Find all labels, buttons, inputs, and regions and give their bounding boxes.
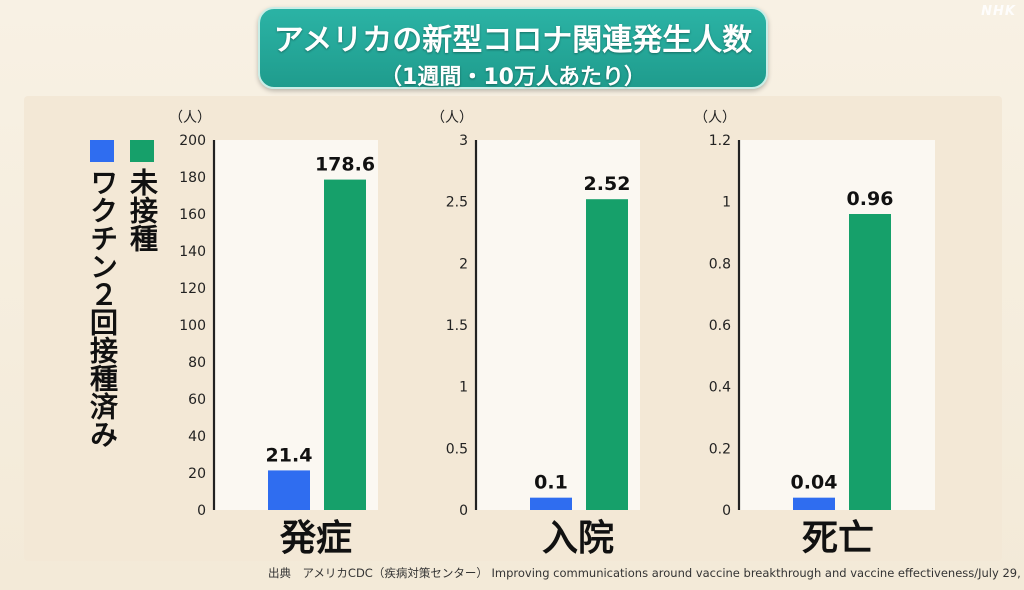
bar [530, 497, 572, 510]
category-title: 死亡 [802, 518, 874, 559]
plot-area [739, 140, 935, 510]
y-tick-label: 200 [179, 133, 206, 149]
category-title: 発症 [280, 518, 352, 559]
y-unit-label: （人） [169, 110, 211, 126]
bar [324, 179, 366, 510]
legend-swatch-vaccinated [90, 140, 114, 162]
y-tick-label: 0.6 [709, 318, 731, 334]
y-tick-label: 0.8 [709, 256, 731, 272]
data-label: 2.52 [584, 173, 631, 195]
legend-label-unvaccinated: 未接種 [126, 168, 159, 252]
category-title: 入院 [542, 518, 614, 559]
y-tick-label: 40 [188, 429, 206, 445]
broadcaster-logo: NHK [981, 4, 1016, 19]
data-label: 21.4 [266, 444, 313, 466]
y-tick-label: 60 [188, 392, 206, 408]
y-unit-label: （人） [431, 110, 473, 126]
bar [268, 470, 310, 510]
chart-title: アメリカの新型コロナ関連発生人数 [273, 23, 753, 58]
legend-label-vaccinated: ワクチン２回接種済み [86, 168, 119, 448]
title-banner: アメリカの新型コロナ関連発生人数 （1週間・10万人あたり） [258, 7, 768, 90]
y-tick-label: 1 [459, 380, 468, 396]
y-tick-label: 0.5 [446, 441, 468, 457]
y-tick-label: 1 [722, 195, 731, 211]
y-unit-label: （人） [694, 110, 736, 126]
data-label: 0.04 [791, 472, 838, 494]
y-tick-label: 2 [459, 256, 468, 272]
data-label: 0.1 [534, 472, 568, 494]
y-tick-label: 0 [722, 503, 731, 519]
y-tick-label: 1.2 [709, 133, 731, 149]
legend-swatch-unvaccinated [130, 140, 154, 162]
bar [793, 497, 835, 510]
y-tick-label: 2.5 [446, 195, 468, 211]
y-tick-label: 0 [459, 503, 468, 519]
y-tick-label: 0 [197, 503, 206, 519]
y-tick-label: 20 [188, 466, 206, 482]
data-label: 178.6 [315, 154, 375, 176]
y-tick-label: 3 [459, 133, 468, 149]
y-tick-label: 180 [179, 170, 206, 186]
y-tick-label: 160 [179, 207, 206, 223]
data-label: 0.96 [847, 188, 894, 210]
y-tick-label: 100 [179, 318, 206, 334]
chart-subtitle: （1週間・10万人あたり） [380, 65, 646, 90]
y-tick-label: 0.4 [709, 380, 731, 396]
bar [849, 214, 891, 510]
y-tick-label: 80 [188, 355, 206, 371]
y-tick-label: 140 [179, 244, 206, 260]
y-tick-label: 0.2 [709, 441, 731, 457]
y-tick-label: 120 [179, 281, 206, 297]
y-tick-label: 1.5 [446, 318, 468, 334]
source-note: 出典 アメリカCDC（疾病対策センター） Improving communica… [268, 566, 1024, 580]
bar [586, 199, 628, 510]
